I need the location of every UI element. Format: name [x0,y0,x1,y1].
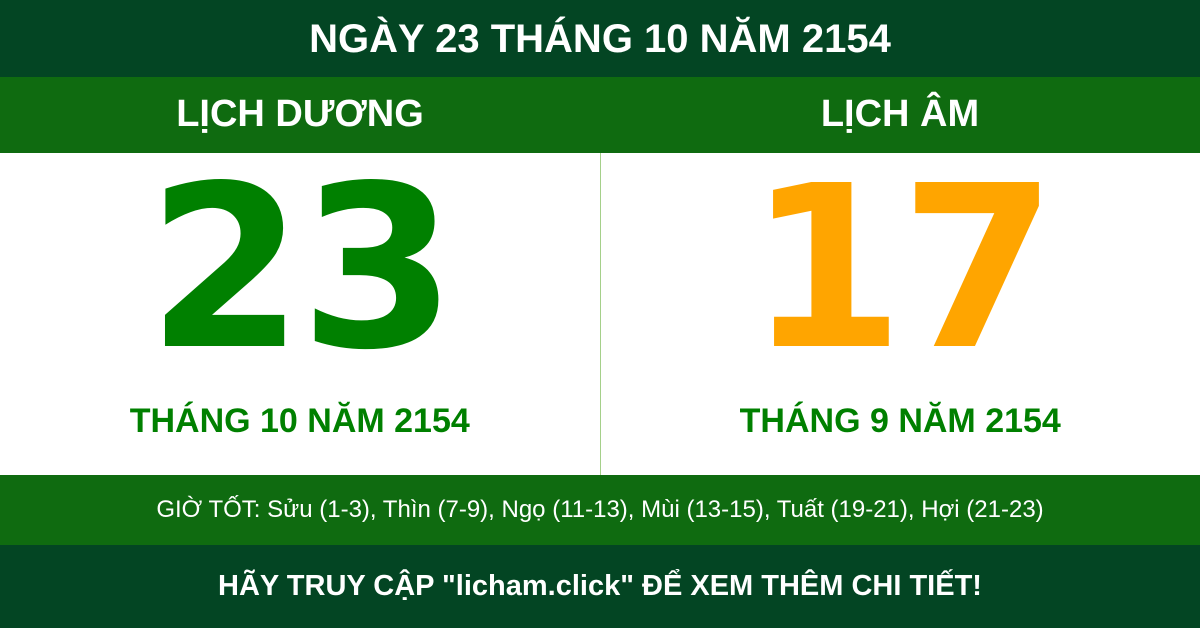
footer-cta: HÃY TRUY CẬP "licham.click" ĐỂ XEM THÊM … [0,545,1200,628]
solar-month-year: THÁNG 10 NĂM 2154 [129,402,470,440]
solar-panel: 23 THÁNG 10 NĂM 2154 [0,153,601,475]
calendar-body: 23 THÁNG 10 NĂM 2154 17 THÁNG 9 NĂM 2154 [0,153,1200,475]
good-hours: GIỜ TỐT: Sửu (1-3), Thìn (7-9), Ngọ (11-… [0,475,1200,545]
page-title: NGÀY 23 THÁNG 10 NĂM 2154 [0,0,1200,77]
lunar-panel: 17 THÁNG 9 NĂM 2154 [601,153,1200,475]
lunar-calendar-label: LỊCH ÂM [820,93,980,136]
solar-calendar-label: LỊCH DƯƠNG [176,93,424,136]
lunar-month-year: THÁNG 9 NĂM 2154 [739,402,1061,440]
lunar-day: 17 [747,138,1057,400]
solar-day: 23 [147,138,456,400]
calendar-headers: LỊCH DƯƠNG LỊCH ÂM [0,77,1200,153]
